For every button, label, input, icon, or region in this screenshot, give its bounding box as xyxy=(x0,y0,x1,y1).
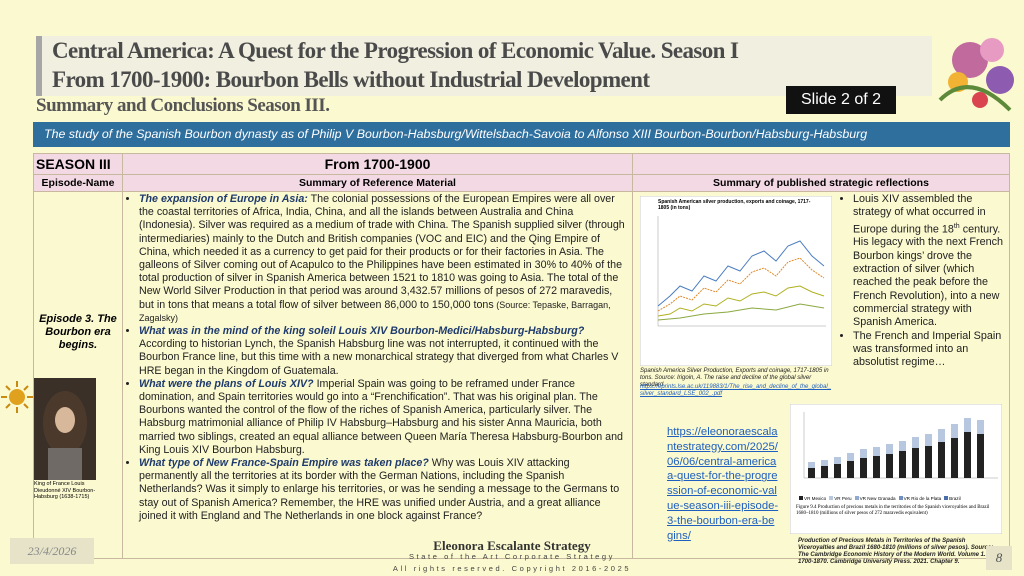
summary-item: What were the plans of Louis XIV? Imperi… xyxy=(139,378,630,457)
date-box xyxy=(10,538,94,564)
silver-chart-link[interactable]: https://eprints.lse.ac.uk/119883/1/The_r… xyxy=(640,384,832,397)
reflections: Louis XIV assembled the strategy of what… xyxy=(840,193,1006,369)
title-accent xyxy=(36,36,42,96)
footer-company: Eleonora Escalante Strategy xyxy=(433,538,591,553)
summary-lead: What type of New France-Spain Empire was… xyxy=(139,457,429,470)
summary-text: The colonial possessions of the European… xyxy=(139,193,625,311)
silver-chart-image xyxy=(640,196,832,366)
column-header: Summary of published strategic reflectio… xyxy=(713,177,929,189)
title-line: From 1700-1900: Bourbon Bells without In… xyxy=(52,67,650,92)
sun-icon xyxy=(1,381,33,413)
portrait xyxy=(34,378,96,480)
season-label: SEASON III xyxy=(36,156,111,172)
reflection-item: Louis XIV assembled the strategy of what… xyxy=(853,193,1006,330)
legend-swatch xyxy=(944,496,949,500)
summary-lead: What were the plans of Louis XIV? xyxy=(139,377,314,390)
table-cell xyxy=(632,153,1010,175)
summary-list: The expansion of Europe in Asia: The col… xyxy=(126,193,630,523)
legend-label: VR Peru xyxy=(834,496,852,501)
page-box xyxy=(986,546,1012,570)
reflection-text: Louis XIV assembled the strategy of what… xyxy=(853,193,986,236)
episode-name: Episode 3. The Bourbon era begins. xyxy=(39,313,117,351)
summary-text: According to historian Lynch, the Spanis… xyxy=(139,338,619,377)
metals-chart-caption: Production of Precious Metals in Territo… xyxy=(798,538,994,565)
silver-chart-title: Spanish American silver production, expo… xyxy=(658,199,811,211)
banner xyxy=(33,122,1010,147)
subtitle: Summary and Conclusions Season III. xyxy=(36,95,330,116)
table-cell xyxy=(632,191,1010,559)
summary-text: Imperial Spain was going to be reframed … xyxy=(139,377,623,456)
legend-swatch xyxy=(799,496,803,500)
footer-tagline: State of the Art Corporate Strategy xyxy=(408,552,616,561)
table-cell xyxy=(33,191,123,559)
period-label: From 1700-1900 xyxy=(324,156,431,172)
legend-label: VR Mexico xyxy=(804,496,827,501)
portrait-caption: King of France Louis Dieudonné XIV Bourb… xyxy=(34,481,96,500)
legend-label: Brazil xyxy=(949,496,961,501)
column-header: Summary of Reference Material xyxy=(299,177,456,189)
slide-badge: Slide 2 of 2 xyxy=(786,86,896,114)
legend-swatch xyxy=(898,496,903,500)
reflection-text: century. His legacy with the next French… xyxy=(853,223,1004,329)
legend-swatch xyxy=(854,496,859,500)
summary-source: (Source: Tepaske, Barragan, Zagalsky) xyxy=(139,299,611,323)
summary-item: What was in the mind of the king soleil … xyxy=(139,325,630,378)
page-number: 8 xyxy=(995,550,1003,565)
silver-chart-caption: Spanish America Silver Production, Expor… xyxy=(640,368,829,388)
article-link[interactable]: https://eleonoraescalantestrategy.com/20… xyxy=(667,426,779,542)
legend-label: VR Rio de la Plata xyxy=(903,496,942,501)
reflection-list: Louis XIV assembled the strategy of what… xyxy=(840,193,1006,369)
banner-text: The study of the Spanish Bourbon dynasty… xyxy=(44,127,868,141)
footer-date: 23/4/2026 xyxy=(27,544,77,558)
summary-item: What type of New France-Spain Empire was… xyxy=(139,457,630,523)
reflection-item: The French and Imperial Spain was transf… xyxy=(853,330,1006,370)
metals-legend: VR Mexico VR Peru VR New Granada VR Rio de … xyxy=(796,496,1000,502)
flower-decoration xyxy=(938,38,1014,112)
summary-text: Why was Louis XIV attacking permanently … xyxy=(139,457,620,522)
metals-figure-label: Figure 9.4 Production of precious metals… xyxy=(796,505,990,516)
footer-copyright: All rights reserved. Copyright 2016-2025 xyxy=(392,564,632,573)
legend-label: VR New Granada xyxy=(859,496,896,501)
reflection-text: The French and Imperial Spain was transf… xyxy=(853,329,1002,369)
title-line: Central America: A Quest for the Progres… xyxy=(52,38,739,63)
summary-text: The expansion of Europe in Asia: The col… xyxy=(126,193,630,555)
summary-lead: What was in the mind of the king soleil … xyxy=(139,325,585,338)
column-header: Episode-Name xyxy=(41,177,115,189)
reflection-sup: th xyxy=(953,222,960,230)
summary-item: The expansion of Europe in Asia: The col… xyxy=(139,193,630,325)
title-band xyxy=(42,36,932,96)
legend-swatch xyxy=(829,496,834,500)
summary-lead: The expansion of Europe in Asia: xyxy=(139,193,308,205)
metals-chart-image xyxy=(790,404,1002,534)
